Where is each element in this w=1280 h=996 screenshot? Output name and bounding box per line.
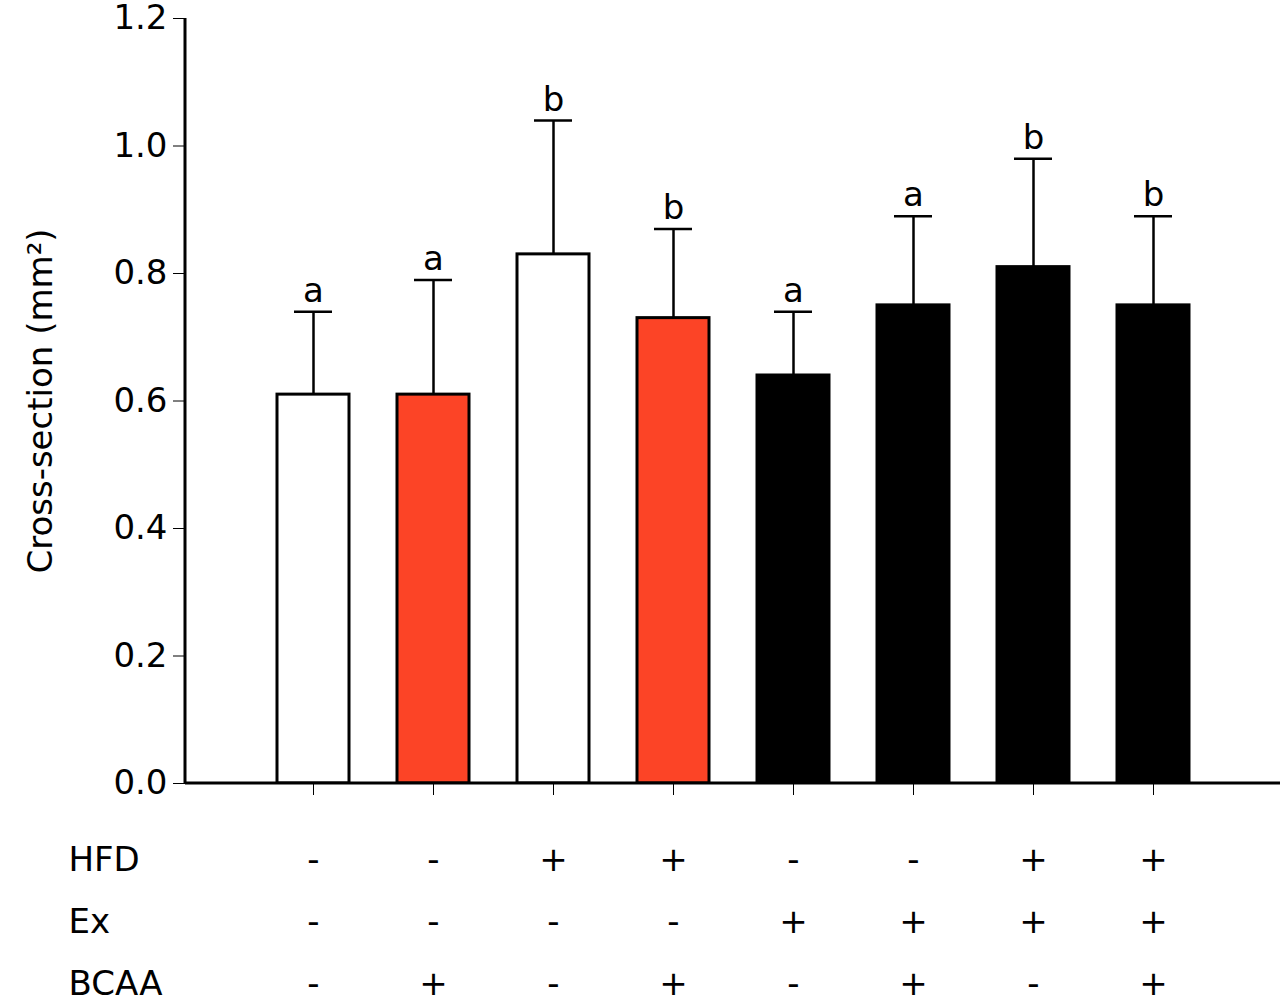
- svg-text:-: -: [667, 901, 679, 941]
- svg-text:HFD: HFD: [69, 839, 140, 879]
- svg-text:a: a: [903, 174, 924, 214]
- svg-text:1.2: 1.2: [113, 0, 167, 37]
- svg-text:+: +: [539, 839, 568, 879]
- svg-text:-: -: [307, 963, 319, 996]
- svg-text:-: -: [307, 839, 319, 879]
- svg-text:0.4: 0.4: [113, 507, 167, 547]
- svg-text:b: b: [543, 79, 565, 119]
- svg-text:Cross-section (mm²): Cross-section (mm²): [20, 228, 60, 573]
- svg-text:0.0: 0.0: [113, 762, 167, 802]
- svg-text:b: b: [1143, 174, 1165, 214]
- svg-text:+: +: [1139, 963, 1168, 996]
- svg-text:+: +: [1139, 839, 1168, 879]
- svg-text:-: -: [307, 901, 319, 941]
- svg-text:0.6: 0.6: [113, 380, 167, 420]
- svg-text:b: b: [1023, 117, 1045, 157]
- svg-text:+: +: [779, 901, 808, 941]
- svg-text:BCAA: BCAA: [69, 963, 163, 996]
- svg-text:0.8: 0.8: [113, 252, 167, 292]
- svg-text:+: +: [419, 963, 448, 996]
- svg-text:-: -: [427, 839, 439, 879]
- svg-text:a: a: [423, 238, 444, 278]
- svg-text:+: +: [899, 963, 928, 996]
- svg-text:+: +: [659, 963, 688, 996]
- svg-text:1.0: 1.0: [113, 125, 167, 165]
- svg-text:-: -: [427, 901, 439, 941]
- svg-text:-: -: [907, 839, 919, 879]
- svg-text:-: -: [1027, 963, 1039, 996]
- svg-text:+: +: [1019, 839, 1048, 879]
- svg-text:0.2: 0.2: [113, 635, 167, 675]
- svg-text:+: +: [1019, 901, 1048, 941]
- svg-text:+: +: [659, 839, 688, 879]
- svg-text:a: a: [303, 270, 324, 310]
- svg-text:+: +: [899, 901, 928, 941]
- svg-text:b: b: [663, 187, 685, 227]
- svg-text:-: -: [787, 963, 799, 996]
- svg-text:-: -: [787, 839, 799, 879]
- svg-text:a: a: [783, 270, 804, 310]
- svg-text:Ex: Ex: [69, 901, 111, 941]
- svg-text:-: -: [547, 901, 559, 941]
- svg-text:-: -: [547, 963, 559, 996]
- svg-text:+: +: [1139, 901, 1168, 941]
